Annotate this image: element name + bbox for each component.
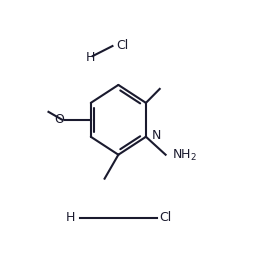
Text: O: O xyxy=(54,113,64,126)
Text: Cl: Cl xyxy=(160,211,172,224)
Text: Cl: Cl xyxy=(116,39,129,52)
Text: H: H xyxy=(86,51,96,63)
Text: H: H xyxy=(66,211,75,224)
Text: N: N xyxy=(152,129,161,142)
Text: NH$_2$: NH$_2$ xyxy=(171,148,197,163)
